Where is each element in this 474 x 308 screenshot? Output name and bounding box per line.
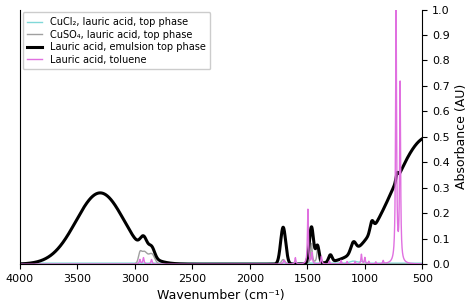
- Lauric acid, toluene: [337, 261, 343, 265]
- CuCl₂, lauric acid, top phase: [163, 261, 168, 265]
- CuSO₄, lauric acid, top phase: [163, 262, 168, 266]
- Lauric acid, toluene: [37, 262, 43, 266]
- CuSO₄, lauric acid, top phase: [17, 262, 22, 266]
- Lauric acid, toluene: [255, 262, 261, 266]
- CuSO₄, lauric acid, top phase: [337, 262, 343, 266]
- Line: CuCl₂, lauric acid, top phase: CuCl₂, lauric acid, top phase: [19, 261, 422, 263]
- Lauric acid, emulsion top phase: [17, 262, 22, 266]
- CuCl₂, lauric acid, top phase: [351, 259, 356, 263]
- CuSO₄, lauric acid, top phase: [255, 262, 261, 266]
- CuCl₂, lauric acid, top phase: [17, 261, 22, 265]
- Line: CuSO₄, lauric acid, top phase: CuSO₄, lauric acid, top phase: [19, 243, 422, 264]
- X-axis label: Wavenumber (cm⁻¹): Wavenumber (cm⁻¹): [157, 290, 285, 302]
- Lauric acid, emulsion top phase: [232, 262, 237, 266]
- Lauric acid, emulsion top phase: [163, 261, 168, 264]
- Lauric acid, emulsion top phase: [37, 259, 43, 263]
- CuCl₂, lauric acid, top phase: [419, 261, 425, 265]
- CuCl₂, lauric acid, top phase: [273, 261, 278, 265]
- Lauric acid, toluene: [163, 262, 168, 266]
- Lauric acid, emulsion top phase: [255, 262, 261, 266]
- CuSO₄, lauric acid, top phase: [37, 262, 43, 266]
- Lauric acid, toluene: [315, 262, 321, 265]
- Lauric acid, toluene: [17, 262, 22, 266]
- CuCl₂, lauric acid, top phase: [255, 261, 261, 265]
- CuCl₂, lauric acid, top phase: [315, 261, 321, 265]
- Lauric acid, emulsion top phase: [315, 245, 321, 249]
- Lauric acid, emulsion top phase: [337, 257, 343, 261]
- Lauric acid, toluene: [419, 262, 425, 266]
- Lauric acid, emulsion top phase: [273, 262, 278, 265]
- Y-axis label: Absorbance (AU): Absorbance (AU): [456, 84, 468, 189]
- Line: Lauric acid, toluene: Lauric acid, toluene: [19, 1, 422, 264]
- CuCl₂, lauric acid, top phase: [37, 261, 43, 265]
- CuCl₂, lauric acid, top phase: [337, 261, 343, 265]
- Lauric acid, emulsion top phase: [419, 137, 425, 140]
- CuSO₄, lauric acid, top phase: [315, 249, 321, 253]
- CuSO₄, lauric acid, top phase: [273, 262, 278, 266]
- Line: Lauric acid, emulsion top phase: Lauric acid, emulsion top phase: [19, 139, 422, 264]
- CuSO₄, lauric acid, top phase: [419, 262, 425, 266]
- Lauric acid, toluene: [393, 0, 399, 3]
- CuSO₄, lauric acid, top phase: [309, 241, 314, 245]
- Legend: CuCl₂, lauric acid, top phase, CuSO₄, lauric acid, top phase, Lauric acid, emuls: CuCl₂, lauric acid, top phase, CuSO₄, la…: [23, 12, 210, 70]
- Lauric acid, toluene: [273, 262, 278, 266]
